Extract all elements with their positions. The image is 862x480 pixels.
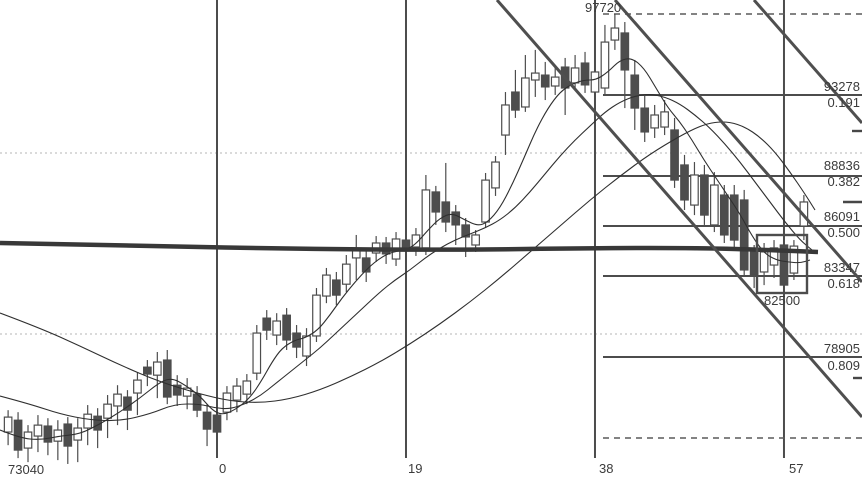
range-low-price-label: 82500 xyxy=(764,293,801,308)
candle-up xyxy=(530,49,540,97)
candle-up xyxy=(302,328,311,367)
swing-high-price-label: 97720 xyxy=(585,0,622,15)
fib-price-label-0618: 83347 xyxy=(823,260,860,275)
candle-up xyxy=(322,267,331,304)
candle-up xyxy=(421,174,431,256)
x-tick-label-0: 0 xyxy=(219,461,227,476)
trend-line xyxy=(495,0,862,418)
candle-down xyxy=(441,162,451,233)
ma-slow xyxy=(0,121,816,403)
candle-down xyxy=(123,390,132,431)
candle-up xyxy=(23,425,33,463)
candle-down xyxy=(540,61,550,101)
fib-ratio-label-0382: 0.382 xyxy=(827,174,860,189)
candle-up xyxy=(590,53,600,107)
candle-down xyxy=(332,271,341,306)
candle-down xyxy=(580,51,590,93)
x-tick-label-19: 19 xyxy=(408,461,423,476)
candle-down xyxy=(401,232,411,261)
candle-up xyxy=(53,420,63,461)
candle-up xyxy=(83,405,93,446)
trend-line xyxy=(613,0,862,283)
candle-up xyxy=(103,395,112,439)
candle-up xyxy=(600,24,610,95)
candle-up xyxy=(33,415,43,453)
candle-down xyxy=(719,185,729,243)
fib-price-label-0500: 86091 xyxy=(823,209,860,224)
candle-up xyxy=(610,14,620,50)
candle-down xyxy=(511,69,520,118)
fib-price-label-0809: 78905 xyxy=(823,341,860,356)
candle-down xyxy=(361,249,371,283)
candle-down xyxy=(670,117,679,188)
candle-down xyxy=(143,360,152,387)
candle-down xyxy=(282,308,291,351)
candle-down xyxy=(729,185,739,248)
candle-up xyxy=(690,162,699,216)
ma-medium xyxy=(0,94,813,422)
axis-low-price-label: 73040 xyxy=(8,462,45,477)
candle-down xyxy=(779,238,789,293)
candle-up xyxy=(341,255,351,293)
candle-up xyxy=(789,240,799,280)
trend-line xyxy=(752,0,862,124)
candle-up xyxy=(481,172,490,229)
fib-price-label-0191: 93278 xyxy=(823,79,860,94)
candle-up xyxy=(660,100,669,136)
fib-ratio-label-0618: 0.618 xyxy=(827,276,860,291)
candle-down xyxy=(739,189,749,276)
x-tick-label-38: 38 xyxy=(599,461,614,476)
candle-down xyxy=(640,94,650,142)
candle-up xyxy=(351,234,361,280)
candle-down xyxy=(451,205,461,245)
candle-up xyxy=(650,104,660,138)
candle-up xyxy=(133,372,142,416)
candle-up xyxy=(242,374,252,405)
candle-up xyxy=(3,410,13,446)
candle-down xyxy=(93,408,102,449)
candle-down xyxy=(63,417,73,464)
candle-down xyxy=(620,22,630,109)
candle-up xyxy=(709,172,719,233)
candle-up xyxy=(491,156,500,196)
candle-down xyxy=(162,350,172,405)
candle-up xyxy=(312,288,321,342)
candle-up xyxy=(152,352,162,399)
ma-long-thick xyxy=(0,240,819,255)
candle-up xyxy=(73,418,83,463)
candle-up xyxy=(252,325,262,381)
candle-up xyxy=(501,92,510,155)
candle-down xyxy=(262,310,272,340)
fib-ratio-label-0191: 0.191 xyxy=(827,95,860,110)
candle-down xyxy=(192,386,202,418)
candle-up xyxy=(222,386,232,421)
fib-ratio-label-0500: 0.500 xyxy=(827,225,860,240)
fib-ratio-label-0809: 0.809 xyxy=(827,358,860,373)
candle-down xyxy=(43,418,53,456)
candle-up xyxy=(550,65,560,95)
x-tick-label-57: 57 xyxy=(789,461,804,476)
candle-down xyxy=(680,154,689,210)
price-range-rectangle[interactable] xyxy=(755,233,809,295)
candle-down xyxy=(700,164,709,225)
candle-down xyxy=(630,59,640,130)
fib-price-label-0382: 88836 xyxy=(823,158,860,173)
candle-up xyxy=(521,55,530,112)
candle-down xyxy=(202,404,212,447)
candle-up xyxy=(113,385,122,426)
candle-down xyxy=(431,185,441,225)
candle-up xyxy=(272,313,282,346)
